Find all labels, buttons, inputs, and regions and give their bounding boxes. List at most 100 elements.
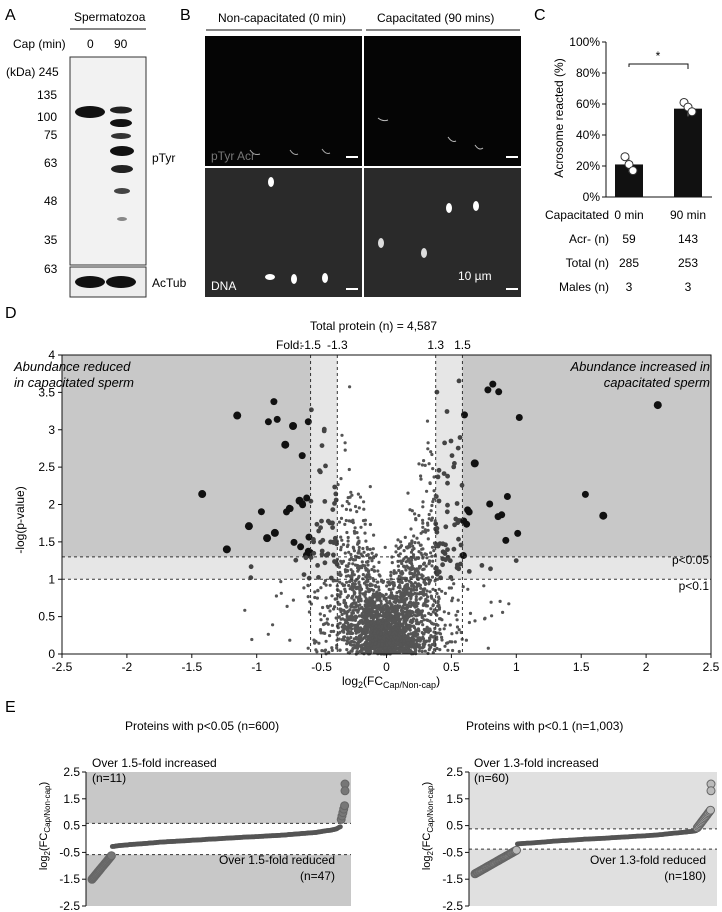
d-point [411,602,415,606]
d-point [354,608,358,612]
d-point [409,618,413,622]
d-point [339,535,343,539]
d-point [368,596,372,600]
d-highlight-point [653,401,662,410]
d-point [405,644,409,649]
d-point [306,646,310,650]
d-point [346,539,350,543]
d-point [331,579,335,583]
panel-c-label: C [534,7,546,24]
d-point [390,561,394,565]
d-point [347,502,351,506]
d-point [356,576,360,580]
d-point [409,568,413,572]
d-shade-right [462,355,711,557]
d-point [356,551,360,555]
d-point [414,517,418,521]
d-point [484,386,492,394]
d-point [479,563,485,568]
d-point [356,542,360,546]
d-point [351,618,355,622]
d-point [387,608,391,613]
d-point [482,584,486,588]
d-point [343,589,347,594]
d-point [348,508,353,512]
c-replicate-dot [687,107,697,117]
d-point [455,445,461,451]
d-point [352,585,356,589]
d-point [342,638,346,642]
d-point [384,599,388,603]
d-point [364,560,369,564]
d-point [352,549,356,553]
d-point [440,562,445,568]
d-point [328,539,333,545]
d-point [395,591,399,595]
d-point [419,596,423,600]
d-point [424,600,428,604]
d-point [361,607,365,611]
d-point [346,535,350,540]
d-point [391,596,395,601]
d-point [404,579,408,583]
d-point [436,467,442,473]
d-point [454,501,460,506]
d-point [313,595,317,600]
d-point [398,584,402,588]
d-point [303,555,309,561]
d-point [328,609,332,613]
d-point [365,545,369,550]
d-point [319,552,325,557]
d-point [311,539,316,544]
e-point [338,824,343,830]
d-point [402,557,406,561]
d-point [303,494,311,502]
d-point [394,614,399,618]
d-point [370,609,374,613]
d-point [415,576,419,580]
d-point [436,498,442,504]
d-point [409,560,413,565]
d-point [421,505,425,509]
nucleus-3 [291,274,297,284]
d-point [361,592,365,596]
d-point [385,584,389,588]
d-point [293,557,299,563]
d-point [392,625,396,629]
d-point [329,629,333,634]
d-point [311,550,317,556]
panel-b: B Non-capacitated (0 min) Capacitated (9… [180,7,521,297]
d-point [404,568,408,572]
d-p05-label: p<0.05 [672,553,709,567]
d-point [354,629,358,633]
e-ytick-label: -0.5 [59,845,80,859]
e-ytick-label: 0.5 [446,819,463,833]
e-ytick-label: -2.5 [59,899,80,912]
d-point [318,539,323,545]
d-point [402,639,406,643]
d-point [319,548,325,554]
cap-label: Cap (min) [13,37,66,51]
d-point [513,558,519,563]
d-point [340,433,344,437]
d-point [442,440,447,446]
d-point [404,620,408,625]
d-point [431,651,435,655]
d-point [421,518,425,523]
d-point [502,536,510,544]
d-point [409,541,414,546]
d-point [351,545,355,549]
d-point [373,638,378,642]
d-point [330,507,336,512]
d-fold-value: -1.5 [300,338,321,352]
d-point [370,583,374,587]
d-point [379,647,383,651]
d-point [422,459,426,463]
d-highlight-point [198,490,207,499]
d-point [337,520,342,524]
d-point [317,468,322,473]
d-point [371,617,375,621]
d-point [347,623,351,628]
d-point [363,564,367,568]
d-point [316,575,321,580]
